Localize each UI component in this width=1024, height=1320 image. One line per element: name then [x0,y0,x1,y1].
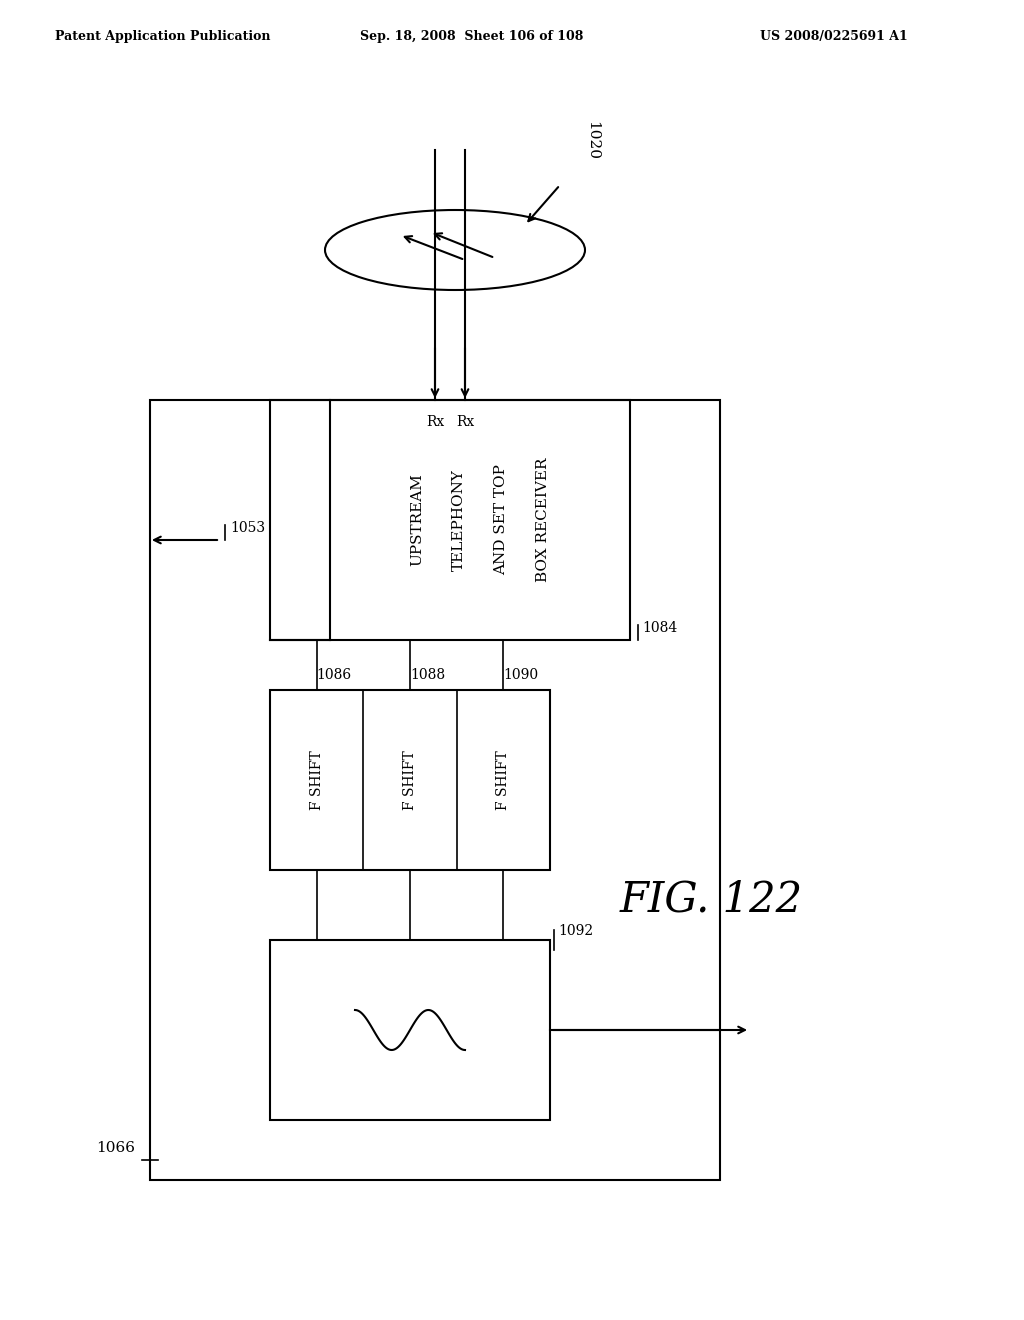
Bar [270,400,630,640]
Text: TELEPHONY: TELEPHONY [452,469,466,572]
Text: Sep. 18, 2008  Sheet 106 of 108: Sep. 18, 2008 Sheet 106 of 108 [360,30,584,44]
Bar [270,940,550,1119]
Text: FIG. 122: FIG. 122 [620,879,803,921]
Text: UPSTREAM: UPSTREAM [410,474,424,566]
Text: 1084: 1084 [642,620,677,635]
Text: 1086: 1086 [316,668,352,682]
Text: 1088: 1088 [410,668,445,682]
Text: F SHIFT: F SHIFT [497,750,510,810]
Bar [270,690,550,870]
Text: 1066: 1066 [96,1140,135,1155]
Text: Rx: Rx [426,414,444,429]
Text: 1090: 1090 [504,668,539,682]
Bar [150,400,720,1180]
Text: US 2008/0225691 A1: US 2008/0225691 A1 [760,30,907,44]
Text: 1092: 1092 [558,924,593,939]
Text: AND SET TOP: AND SET TOP [494,465,508,576]
Text: 1020: 1020 [585,121,599,160]
Text: 1053: 1053 [230,521,265,535]
Text: Rx: Rx [456,414,474,429]
Text: BOX RECEIVER: BOX RECEIVER [536,458,550,582]
Text: F SHIFT: F SHIFT [309,750,324,810]
Text: Patent Application Publication: Patent Application Publication [55,30,270,44]
Text: F SHIFT: F SHIFT [403,750,417,810]
